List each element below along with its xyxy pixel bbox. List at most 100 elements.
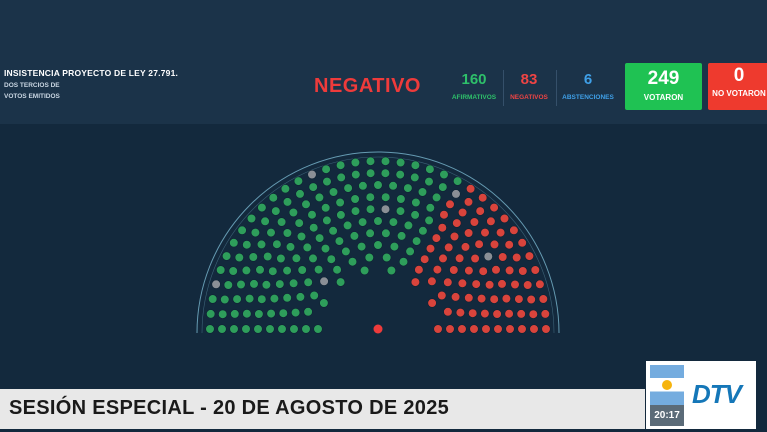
- seat: [478, 266, 488, 276]
- session-title: SESIÓN ESPECIAL - 20 DE AGOSTO DE 2025: [9, 397, 450, 419]
- seat: [364, 252, 374, 263]
- seat: [469, 217, 480, 227]
- seat: [278, 308, 288, 318]
- seat: [492, 309, 502, 319]
- seat: [398, 257, 409, 267]
- seat: [386, 265, 397, 276]
- abstenciones-count: 6 ABSTENCIONES: [558, 71, 618, 101]
- seat: [464, 266, 474, 276]
- afirmativos-value: 160: [461, 71, 487, 88]
- seat: [541, 324, 551, 334]
- seat: [282, 197, 293, 207]
- seat: [424, 215, 434, 225]
- seat: [295, 292, 306, 302]
- seat: [471, 279, 481, 289]
- seat: [250, 227, 260, 238]
- seat: [455, 308, 466, 318]
- seat: [455, 253, 465, 263]
- seat: [505, 265, 515, 275]
- seat: [433, 324, 443, 334]
- chamber-ring: [201, 156, 555, 334]
- no-votaron-label: NO VOTARON: [712, 89, 766, 98]
- seat: [452, 218, 462, 228]
- seat: [449, 231, 460, 242]
- seat: [417, 187, 428, 197]
- seat: [303, 307, 313, 317]
- seat: [451, 189, 461, 199]
- seat: [530, 265, 540, 275]
- seat: [365, 228, 375, 238]
- seat: [491, 265, 501, 275]
- seat: [319, 276, 329, 286]
- seat: [444, 242, 454, 252]
- seat: [263, 251, 273, 262]
- seat: [321, 164, 331, 174]
- seat: [380, 204, 391, 214]
- seat: [493, 324, 503, 334]
- seat: [445, 199, 455, 209]
- seat: [206, 309, 216, 319]
- seat: [334, 236, 345, 246]
- seat: [211, 279, 221, 289]
- seat: [268, 266, 278, 276]
- channel-logo: DTV: [692, 379, 742, 409]
- seat: [291, 308, 301, 318]
- seat: [321, 203, 331, 213]
- seat: [285, 242, 296, 252]
- seat: [475, 206, 485, 216]
- seat: [445, 324, 455, 334]
- seat: [222, 251, 232, 261]
- seat: [366, 168, 376, 178]
- seat: [449, 265, 459, 275]
- seat: [438, 182, 448, 192]
- seat: [431, 233, 442, 243]
- seat: [268, 193, 278, 203]
- vote-title: INSISTENCIA PROYECTO DE LEY 27.791.: [4, 68, 179, 78]
- vote-title-block: INSISTENCIA PROYECTO DE LEY 27.791. DOS …: [4, 68, 178, 102]
- seat: [265, 324, 275, 334]
- no-votaron-box: 0 NO VOTARON: [708, 63, 767, 110]
- seat: [289, 278, 299, 288]
- seat: [234, 252, 244, 263]
- seat-grid: [205, 156, 551, 334]
- seat: [266, 227, 276, 238]
- seat: [518, 266, 528, 276]
- seat: [343, 183, 353, 193]
- abstenciones-value: 6: [583, 71, 593, 88]
- seat: [418, 226, 428, 236]
- seat: [512, 252, 522, 263]
- seat: [410, 160, 421, 170]
- divider: [503, 70, 504, 106]
- seat: [464, 228, 474, 238]
- seat: [496, 227, 506, 238]
- seat: [320, 243, 331, 254]
- seat: [230, 309, 240, 319]
- presidente-seat: [373, 324, 383, 334]
- seat: [347, 257, 358, 267]
- seat: [336, 277, 346, 287]
- seat: [223, 280, 233, 290]
- vote-header-bar: INSISTENCIA PROYECTO DE LEY 27.791. DOS …: [0, 0, 767, 124]
- seat: [313, 324, 323, 334]
- seat: [505, 324, 515, 334]
- seat: [295, 189, 305, 199]
- seat: [332, 265, 342, 275]
- seat: [485, 280, 495, 290]
- seat: [277, 324, 287, 334]
- seat: [309, 223, 319, 233]
- seat: [489, 294, 499, 304]
- seat: [437, 223, 447, 233]
- seat: [336, 172, 346, 183]
- seat: [439, 210, 449, 220]
- seat: [438, 253, 448, 263]
- seat: [382, 252, 392, 263]
- seat: [509, 225, 519, 235]
- seat: [336, 160, 346, 170]
- seat: [425, 243, 436, 254]
- seat: [380, 156, 391, 166]
- seat: [538, 294, 548, 304]
- vote-subtitle: DOS TERCIOS DE VOTOS EMITIDOS: [4, 82, 60, 100]
- seat: [425, 203, 435, 213]
- afirmativos-count: 160 AFIRMATIVOS: [448, 71, 500, 101]
- seat: [229, 324, 239, 334]
